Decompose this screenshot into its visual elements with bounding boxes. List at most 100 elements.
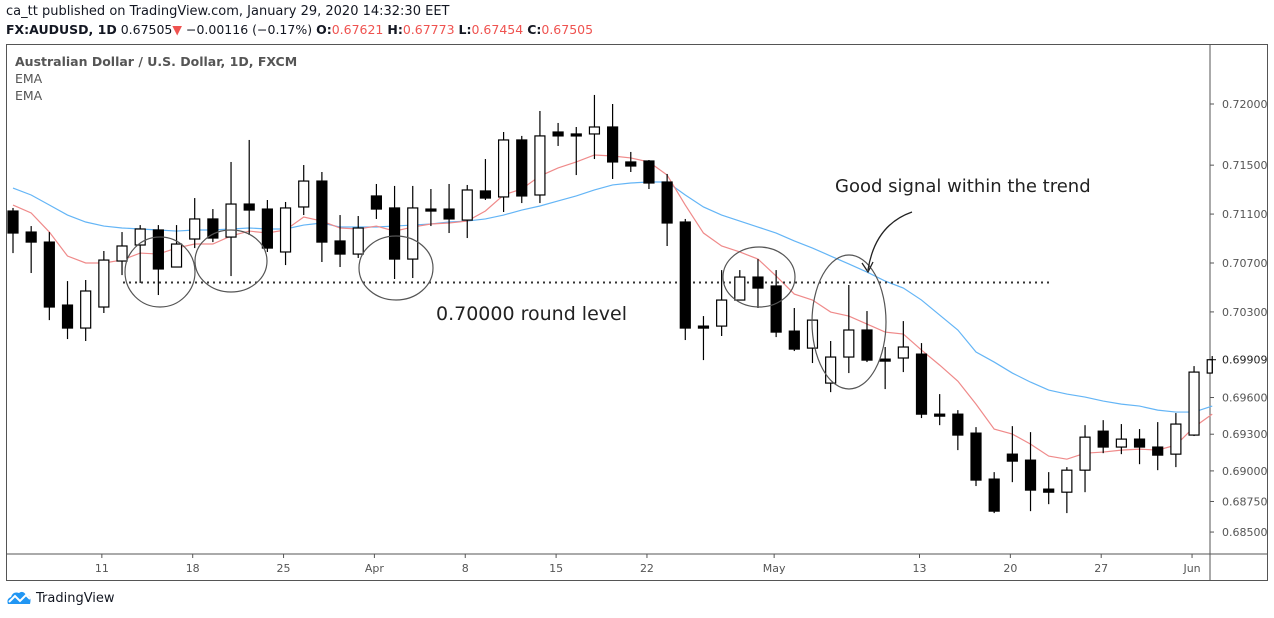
publish-info: ca_tt published on TradingView.com, Janu…	[6, 4, 449, 19]
time-tick-label: 25	[277, 562, 291, 575]
indicator-ema-1[interactable]: EMA	[15, 71, 43, 86]
candle	[552, 122, 564, 146]
symbol: FX:AUDUSD, 1D	[6, 22, 117, 37]
candle	[1115, 424, 1127, 455]
candle	[479, 159, 492, 201]
time-tick-label: 15	[549, 562, 563, 575]
bull-candle-body	[80, 290, 92, 329]
price-tick-label: 0.69600	[1222, 392, 1268, 405]
candle	[607, 104, 619, 179]
bear-candle-body	[861, 329, 873, 361]
highlight-circle	[722, 246, 796, 308]
candle	[1079, 425, 1091, 493]
bear-candle-body	[25, 231, 37, 243]
bear-candle-body	[679, 221, 691, 329]
bear-candle-body	[388, 207, 401, 260]
bear-candle-body	[43, 241, 55, 308]
instrument-title: Australian Dollar / U.S. Dollar, 1D, FXC…	[15, 54, 298, 69]
candle	[334, 215, 346, 268]
candle	[1170, 413, 1182, 468]
candle	[716, 270, 728, 337]
bear-candle-body	[625, 161, 637, 167]
bear-candle-body	[1097, 430, 1109, 448]
bear-candle-body	[697, 325, 710, 329]
bear-candle-body	[370, 195, 382, 210]
candle	[352, 216, 364, 258]
chart-legend: Australian Dollar / U.S. Dollar, 1D, FXC…	[15, 53, 297, 104]
bull-candle-body	[734, 276, 746, 301]
candle	[388, 185, 401, 280]
bull-candle-body	[843, 329, 855, 358]
candle	[116, 232, 128, 276]
candle	[225, 161, 237, 277]
time-tick-label: 22	[640, 562, 654, 575]
bear-candle-body	[61, 304, 74, 329]
candle	[625, 151, 637, 172]
candle	[279, 201, 292, 266]
price-tick-label: 0.69300	[1222, 428, 1268, 441]
bear-candle-body	[570, 133, 582, 137]
bull-candle-body	[98, 259, 110, 308]
signal-annotation: Good signal within the trend	[835, 176, 1091, 197]
candle	[243, 139, 255, 235]
price-tick-label: 0.68500	[1222, 526, 1268, 539]
bull-candle-body	[1206, 359, 1213, 374]
bull-candle-body	[189, 218, 201, 240]
price-tick-label: 0.69000	[1222, 465, 1268, 478]
candle	[1206, 356, 1213, 374]
bear-candle-body	[152, 229, 164, 270]
open-value: 0.67621	[331, 22, 384, 37]
bear-candle-body	[915, 353, 928, 415]
ema-slow-line	[12, 181, 1213, 413]
candle	[370, 183, 382, 219]
down-triangle-icon: ▼	[172, 22, 183, 37]
candle	[497, 132, 510, 212]
price-tick-label: 0.70300	[1222, 306, 1268, 319]
candle	[988, 472, 1000, 514]
last-price: 0.67505	[120, 22, 173, 37]
bull-candle-body	[1188, 371, 1200, 436]
candle	[788, 307, 800, 352]
bear-candle-body	[952, 413, 964, 436]
candle	[98, 251, 110, 314]
candle	[1024, 432, 1037, 512]
bull-candle-body	[407, 207, 419, 260]
candle	[879, 347, 891, 390]
bull-candle-body	[1061, 469, 1073, 493]
highlight-circle	[811, 254, 887, 390]
candle	[134, 225, 146, 284]
bear-candle-body	[879, 358, 891, 362]
bull-candle-body	[825, 356, 837, 384]
open-label: O:	[316, 22, 332, 37]
candle	[752, 259, 764, 308]
bull-candle-body	[225, 203, 237, 238]
bear-candle-body	[316, 180, 328, 243]
low-value: 0.67454	[471, 22, 524, 37]
highlight-circle	[358, 235, 434, 301]
bear-candle-body	[661, 181, 673, 224]
bear-candle-body	[207, 218, 219, 239]
bull-candle-body	[170, 243, 183, 268]
candle	[861, 311, 873, 363]
time-tick-label: 13	[913, 562, 927, 575]
candle	[588, 94, 601, 160]
bear-candle-body	[988, 478, 1000, 512]
bull-candle-body	[497, 139, 510, 198]
tradingview-brand: TradingView	[36, 590, 115, 606]
time-tick-label: 8	[462, 562, 469, 575]
candle	[152, 225, 164, 296]
candle	[1006, 426, 1018, 483]
bear-candle-body	[770, 285, 782, 333]
tradingview-logo[interactable]: TradingView	[6, 590, 115, 606]
price-tick-label: 0.71500	[1222, 159, 1268, 172]
bull-candle-body	[534, 135, 546, 196]
indicator-ema-2[interactable]: EMA	[15, 88, 43, 103]
highlight-circle	[124, 236, 196, 308]
price-tick-label: 0.71100	[1222, 208, 1268, 221]
bull-candle-body	[716, 299, 728, 327]
bull-candle-body	[461, 189, 473, 221]
high-value: 0.67773	[402, 22, 455, 37]
publisher-name[interactable]: ca_tt	[6, 4, 38, 19]
candle	[970, 427, 982, 487]
